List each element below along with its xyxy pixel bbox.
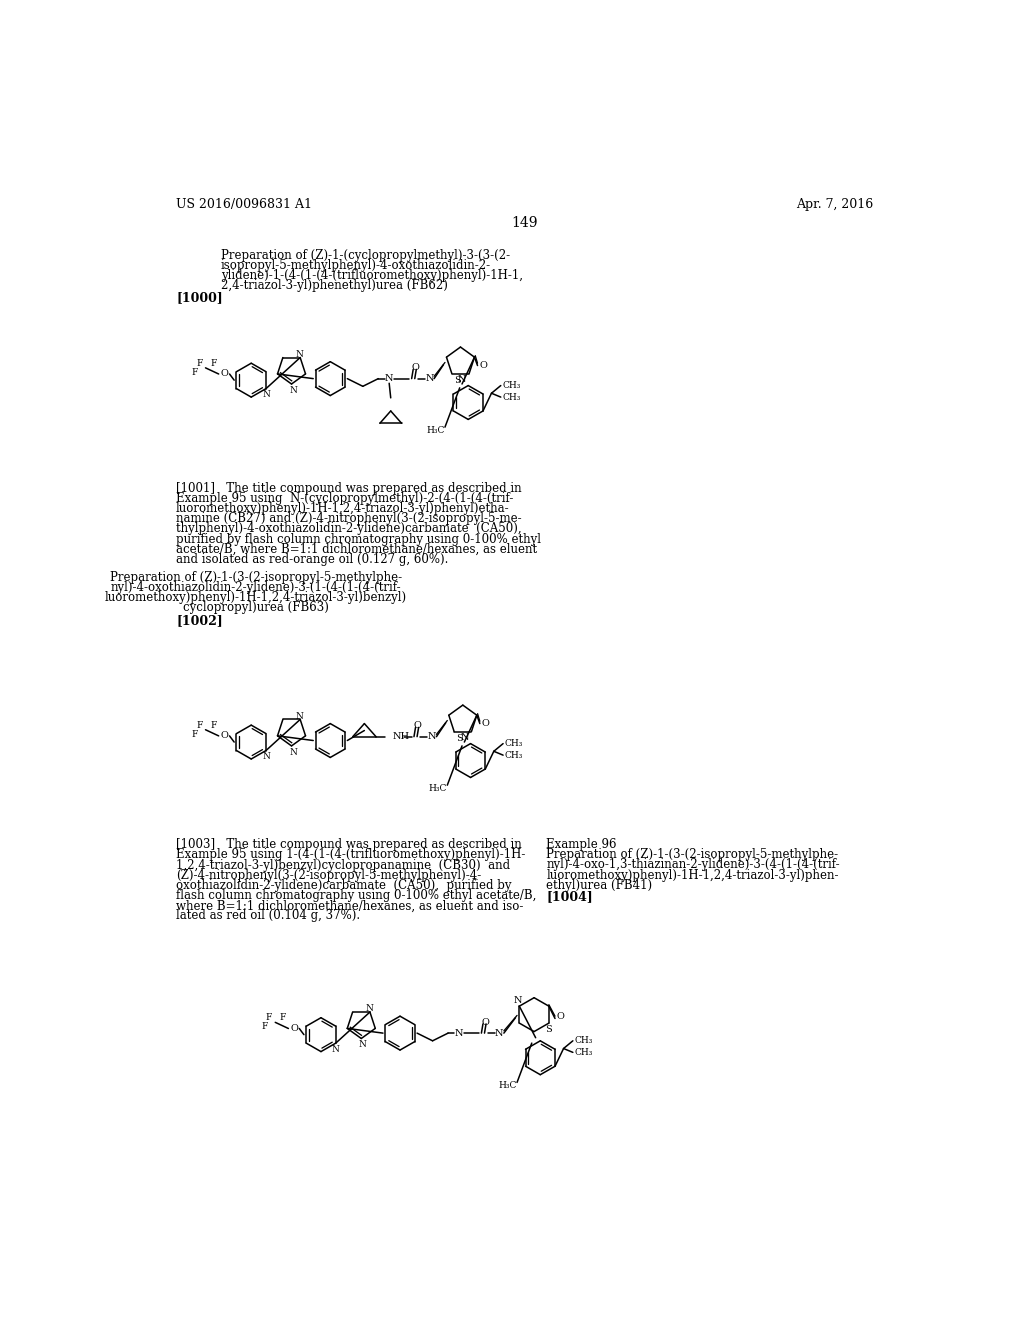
- Text: N: N: [513, 995, 522, 1005]
- Text: CH₃: CH₃: [574, 1036, 593, 1045]
- Text: acetate/B, where B=1:1 dichloromethane/hexanes, as eluent: acetate/B, where B=1:1 dichloromethane/h…: [176, 543, 538, 556]
- Text: N: N: [262, 391, 270, 399]
- Text: Preparation of (Z)-1-(3-(2-isopropyl-5-methylphe-: Preparation of (Z)-1-(3-(2-isopropyl-5-m…: [547, 849, 839, 862]
- Text: CH₃: CH₃: [503, 381, 520, 389]
- Text: thylphenyl)-4-oxothiazolidin-2-ylidene)carbamate  (CA50),: thylphenyl)-4-oxothiazolidin-2-ylidene)c…: [176, 523, 521, 536]
- Text: S: S: [546, 1024, 552, 1034]
- Text: [1003]   The title compound was prepared as described in: [1003] The title compound was prepared a…: [176, 838, 522, 851]
- Text: S: S: [457, 734, 463, 743]
- Text: N: N: [296, 350, 303, 359]
- Text: N: N: [385, 374, 393, 383]
- Text: luoromethoxy)phenyl)-1H-1,2,4-triazol-3-yl)phen-: luoromethoxy)phenyl)-1H-1,2,4-triazol-3-…: [547, 869, 839, 882]
- Text: N: N: [428, 733, 436, 741]
- Text: O: O: [479, 362, 486, 370]
- Text: lated as red oil (0.104 g, 37%).: lated as red oil (0.104 g, 37%).: [176, 909, 360, 923]
- Text: N: N: [296, 711, 303, 721]
- Text: 149: 149: [512, 216, 538, 230]
- Text: F: F: [261, 1023, 267, 1031]
- Text: 2,4-triazol-3-yl)phenethyl)urea (FB62): 2,4-triazol-3-yl)phenethyl)urea (FB62): [221, 280, 447, 292]
- Text: where B=1:1 dichloromethane/hexanes, as eluent and iso-: where B=1:1 dichloromethane/hexanes, as …: [176, 899, 523, 912]
- Text: NH: NH: [393, 733, 411, 741]
- Text: F: F: [191, 368, 198, 378]
- Text: F: F: [210, 721, 216, 730]
- Text: [1004]: [1004]: [547, 890, 593, 903]
- Text: N: N: [458, 375, 466, 384]
- Text: N: N: [455, 1028, 463, 1038]
- Text: Example 95 using 1-(4-(1-(4-(trifluoromethoxy)phenyl)-1H-: Example 95 using 1-(4-(1-(4-(trifluorome…: [176, 849, 525, 862]
- Text: F: F: [210, 359, 216, 368]
- Text: ylidene)-1-(4-(1-(4-(trifluoromethoxy)phenyl)-1H-1,: ylidene)-1-(4-(1-(4-(trifluoromethoxy)ph…: [221, 269, 523, 282]
- Text: ethyl)urea (FB41): ethyl)urea (FB41): [547, 879, 652, 892]
- Text: N: N: [425, 374, 434, 383]
- Text: N: N: [289, 385, 297, 395]
- Text: cyclopropyl)urea (FB63): cyclopropyl)urea (FB63): [183, 601, 329, 614]
- Text: F: F: [280, 1014, 286, 1022]
- Text: and isolated as red-orange oil (0.127 g, 60%).: and isolated as red-orange oil (0.127 g,…: [176, 553, 449, 566]
- Text: flash column chromatography using 0-100% ethyl acetate/B,: flash column chromatography using 0-100%…: [176, 890, 537, 902]
- Text: O: O: [556, 1012, 564, 1022]
- Text: O: O: [414, 722, 422, 730]
- Text: Apr. 7, 2016: Apr. 7, 2016: [797, 198, 873, 211]
- Text: F: F: [191, 730, 198, 739]
- Text: O: O: [221, 370, 228, 379]
- Text: N: N: [358, 1040, 367, 1049]
- Text: luoromethoxy)phenyl)-1H-1,2,4-triazol-3-yl)phenyl)etha-: luoromethoxy)phenyl)-1H-1,2,4-triazol-3-…: [176, 502, 510, 515]
- Text: [1000]: [1000]: [176, 290, 223, 304]
- Text: N: N: [366, 1005, 373, 1014]
- Text: S: S: [454, 376, 461, 384]
- Text: F: F: [197, 359, 203, 368]
- Text: 1,2,4-triazol-3-yl)benzyl)cyclopropanamine  (CB30)  and: 1,2,4-triazol-3-yl)benzyl)cyclopropanami…: [176, 858, 510, 871]
- Text: CH₃: CH₃: [503, 392, 520, 401]
- Text: CH₃: CH₃: [574, 1048, 593, 1057]
- Text: N: N: [262, 752, 270, 762]
- Text: F: F: [266, 1014, 272, 1022]
- Text: [1001]   The title compound was prepared as described in: [1001] The title compound was prepared a…: [176, 482, 521, 495]
- Text: O: O: [481, 719, 489, 729]
- Text: Preparation of (Z)-1-(3-(2-isopropyl-5-methylphe-: Preparation of (Z)-1-(3-(2-isopropyl-5-m…: [110, 572, 402, 585]
- Text: N: N: [495, 1028, 504, 1038]
- Text: oxothiazolidin-2-ylidene)carbamate  (CA50),  purified by: oxothiazolidin-2-ylidene)carbamate (CA50…: [176, 879, 512, 892]
- Text: O: O: [291, 1024, 299, 1034]
- Text: H₃C: H₃C: [499, 1081, 517, 1090]
- Text: N: N: [460, 733, 469, 742]
- Text: H₃C: H₃C: [429, 784, 447, 793]
- Text: namine (CB27) and (Z)-4-nitrophenyl(3-(2-isopropyl-5-me-: namine (CB27) and (Z)-4-nitrophenyl(3-(2…: [176, 512, 521, 525]
- Text: Example 96: Example 96: [547, 838, 617, 851]
- Text: (Z)-4-nitrophenyl(3-(2-isopropyl-5-methylphenyl)-4-: (Z)-4-nitrophenyl(3-(2-isopropyl-5-methy…: [176, 869, 481, 882]
- Text: US 2016/0096831 A1: US 2016/0096831 A1: [176, 198, 312, 211]
- Text: luoromethoxy)phenyl)-1H-1,2,4-triazol-3-yl)benzyl): luoromethoxy)phenyl)-1H-1,2,4-triazol-3-…: [104, 591, 407, 605]
- Text: F: F: [197, 721, 203, 730]
- Text: purified by flash column chromatography using 0-100% ethyl: purified by flash column chromatography …: [176, 533, 541, 545]
- Text: CH₃: CH₃: [505, 751, 523, 759]
- Text: O: O: [412, 363, 420, 372]
- Text: Preparation of (Z)-1-(cyclopropylmethyl)-3-(3-(2-: Preparation of (Z)-1-(cyclopropylmethyl)…: [221, 249, 510, 263]
- Text: nyl)-4-oxo-1,3-thiazinan-2-ylidene)-3-(4-(1-(4-(trif-: nyl)-4-oxo-1,3-thiazinan-2-ylidene)-3-(4…: [547, 858, 840, 871]
- Text: CH₃: CH₃: [505, 739, 523, 748]
- Text: N: N: [332, 1045, 340, 1053]
- Text: [1002]: [1002]: [176, 614, 223, 627]
- Text: H₃C: H₃C: [427, 426, 445, 434]
- Text: O: O: [221, 731, 228, 741]
- Text: nyl)-4-oxothiazolidin-2-ylidene)-3-(1-(4-(1-(4-(trif-: nyl)-4-oxothiazolidin-2-ylidene)-3-(1-(4…: [111, 581, 401, 594]
- Text: isopropyl-5-methylphenyl)-4-oxothiazolidin-2-: isopropyl-5-methylphenyl)-4-oxothiazolid…: [221, 259, 492, 272]
- Text: O: O: [481, 1018, 489, 1027]
- Text: N: N: [289, 747, 297, 756]
- Text: Example 95 using  N-(cyclopropylmethyl)-2-(4-(1-(4-(trif-: Example 95 using N-(cyclopropylmethyl)-2…: [176, 492, 513, 506]
